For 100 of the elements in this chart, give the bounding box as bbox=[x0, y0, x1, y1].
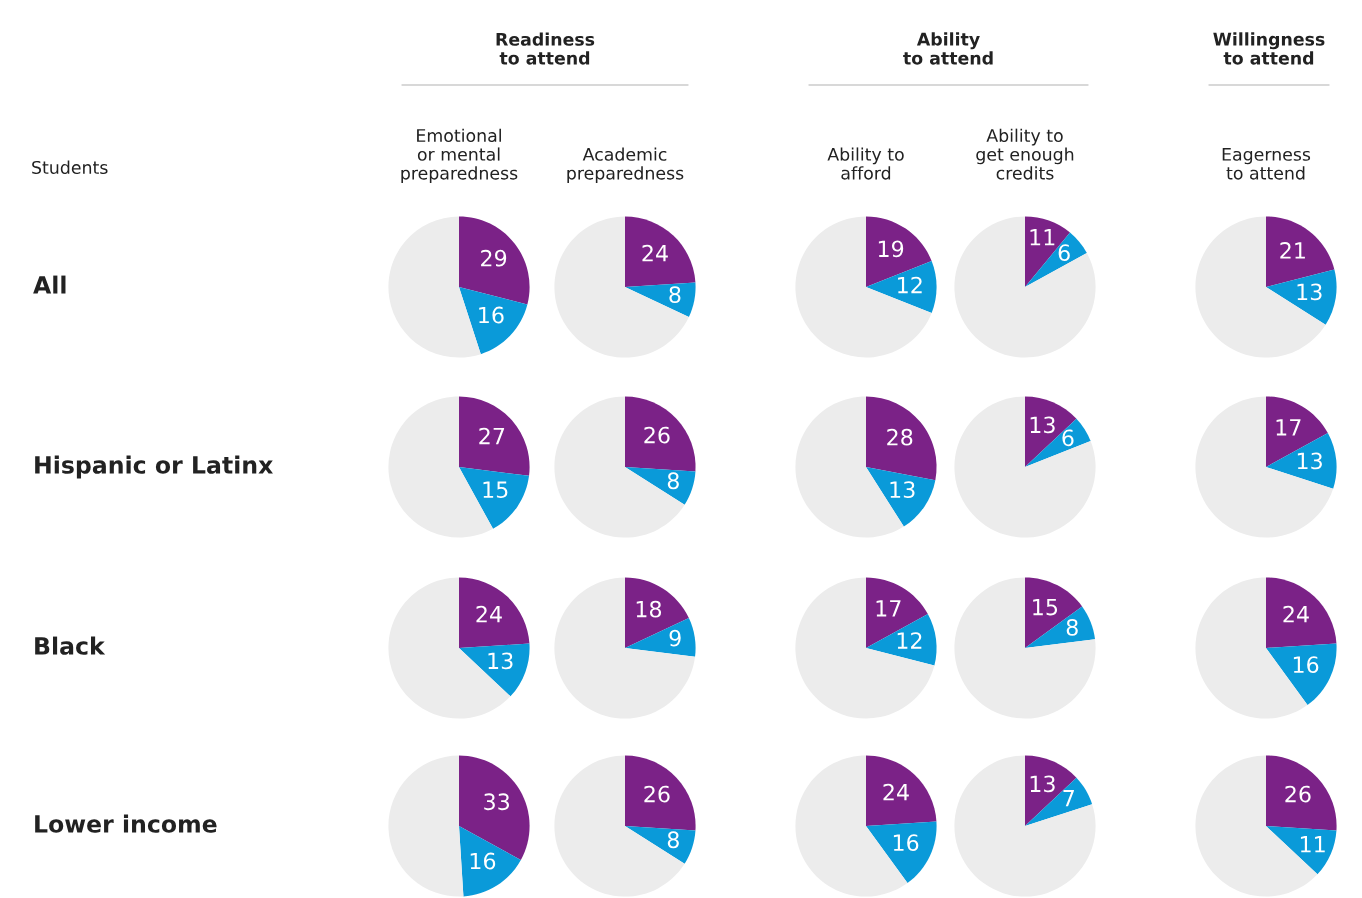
data-label: 8 bbox=[1066, 618, 1078, 636]
text: Hispanic or Latinx bbox=[35, 455, 273, 479]
data-label: 8 bbox=[667, 831, 679, 849]
data-label: 24 bbox=[476, 605, 502, 623]
data-label: 29 bbox=[481, 249, 507, 267]
pie-slice bbox=[625, 826, 696, 864]
pie-slice bbox=[795, 216, 932, 358]
data-label: 11 bbox=[1300, 836, 1325, 853]
pie-slice bbox=[625, 617, 696, 657]
data-label: 13 bbox=[1030, 775, 1055, 793]
data-label: 26 bbox=[644, 785, 670, 803]
pie-slice bbox=[625, 467, 696, 505]
pie-slice bbox=[388, 755, 464, 897]
pie-slice bbox=[954, 216, 1096, 358]
data-label: 16 bbox=[1293, 656, 1319, 674]
pie-slice bbox=[459, 287, 528, 355]
data-label: 15 bbox=[1033, 598, 1058, 616]
text: Black bbox=[35, 636, 106, 655]
chart-title: Ability to afford bbox=[827, 147, 904, 180]
data-label: 26 bbox=[644, 426, 670, 444]
pie-slice bbox=[1025, 216, 1070, 287]
data-label: 15 bbox=[483, 481, 508, 499]
chart-title: Academic preparedness bbox=[567, 147, 684, 183]
data-label: 13 bbox=[1297, 452, 1322, 470]
data-label: 12 bbox=[897, 632, 922, 649]
data-label: 13 bbox=[488, 652, 513, 670]
data-label: 16 bbox=[470, 852, 496, 870]
data-label: 13 bbox=[1297, 283, 1322, 301]
data-label: 19 bbox=[878, 240, 904, 258]
chart-title: Eagerness to attend bbox=[1222, 147, 1311, 180]
data-label: 9 bbox=[669, 629, 681, 647]
pie-slice bbox=[1195, 396, 1334, 538]
pie-slice bbox=[625, 216, 696, 287]
pie-slice bbox=[954, 577, 1096, 719]
pie-slice bbox=[866, 467, 936, 527]
data-label: 17 bbox=[1276, 419, 1301, 436]
pie-slice bbox=[388, 216, 481, 358]
data-label: 16 bbox=[479, 306, 504, 324]
data-label: 18 bbox=[636, 600, 662, 618]
pie-slice bbox=[866, 755, 937, 826]
pie-slice bbox=[459, 467, 530, 529]
chart-title: Ability to get enough credits bbox=[976, 128, 1074, 180]
data-label: 17 bbox=[876, 600, 901, 617]
chart-subtitle: Ability to attend bbox=[903, 32, 993, 65]
pie-slice bbox=[554, 755, 685, 897]
pie-slice bbox=[459, 643, 530, 697]
data-label: 24 bbox=[1283, 605, 1309, 623]
data-label: 8 bbox=[667, 472, 679, 490]
data-label: 28 bbox=[887, 428, 913, 446]
data-label: 24 bbox=[883, 783, 909, 801]
data-label: 33 bbox=[484, 793, 510, 811]
pie-slice bbox=[954, 755, 1096, 897]
data-label: 7 bbox=[1063, 790, 1074, 807]
pie-slice bbox=[625, 577, 689, 648]
data-label: 6 bbox=[1062, 429, 1074, 447]
pie-slice bbox=[795, 577, 935, 719]
pie-slice bbox=[459, 396, 530, 476]
pie-slice bbox=[866, 261, 937, 313]
data-label: 26 bbox=[1285, 785, 1311, 803]
pie-slice bbox=[1025, 777, 1093, 826]
pie-slice bbox=[1266, 269, 1337, 325]
pie-slice bbox=[954, 396, 1096, 538]
pie-slice bbox=[459, 216, 530, 305]
text: Students bbox=[32, 160, 108, 175]
pie-slice bbox=[388, 577, 511, 719]
pie-slice bbox=[866, 821, 937, 884]
pie-slice bbox=[866, 577, 928, 648]
data-label: 27 bbox=[479, 427, 505, 445]
data-label: 13 bbox=[890, 481, 915, 499]
text: Lower income bbox=[35, 814, 217, 833]
data-label: 6 bbox=[1058, 244, 1070, 262]
pie-slice bbox=[1195, 216, 1326, 358]
data-label: 12 bbox=[898, 276, 922, 294]
pie-slice bbox=[1266, 826, 1337, 875]
text: All bbox=[33, 275, 66, 294]
pie-slice bbox=[1266, 577, 1337, 648]
data-label: 16 bbox=[893, 834, 919, 852]
pie-slice bbox=[625, 282, 696, 318]
pie-slice bbox=[1025, 418, 1091, 467]
data-label: 8 bbox=[669, 286, 681, 303]
chart-title: Emotional or mental preparedness bbox=[401, 128, 518, 183]
pie-slice bbox=[554, 396, 685, 538]
pie-slice bbox=[1266, 643, 1337, 706]
data-label: 21 bbox=[1280, 242, 1305, 259]
data-label: 11 bbox=[1030, 229, 1055, 246]
pie-slice bbox=[1266, 755, 1337, 831]
data-label: 13 bbox=[1030, 416, 1055, 434]
pie-slice bbox=[625, 396, 696, 472]
chart-subtitle: Readiness to attend bbox=[496, 32, 595, 65]
pie-slice bbox=[554, 216, 689, 358]
pie-slice bbox=[625, 755, 696, 831]
pie-slice bbox=[1025, 755, 1077, 826]
data-label: 24 bbox=[642, 244, 668, 262]
pie-slice bbox=[1025, 577, 1083, 648]
pie-slice bbox=[866, 396, 937, 481]
pie-slice bbox=[554, 577, 696, 719]
pie-slice bbox=[459, 577, 530, 648]
pie-slice bbox=[1025, 396, 1077, 467]
chart-subtitle: Willingness to attend bbox=[1213, 32, 1325, 65]
pie-slice bbox=[459, 826, 521, 897]
